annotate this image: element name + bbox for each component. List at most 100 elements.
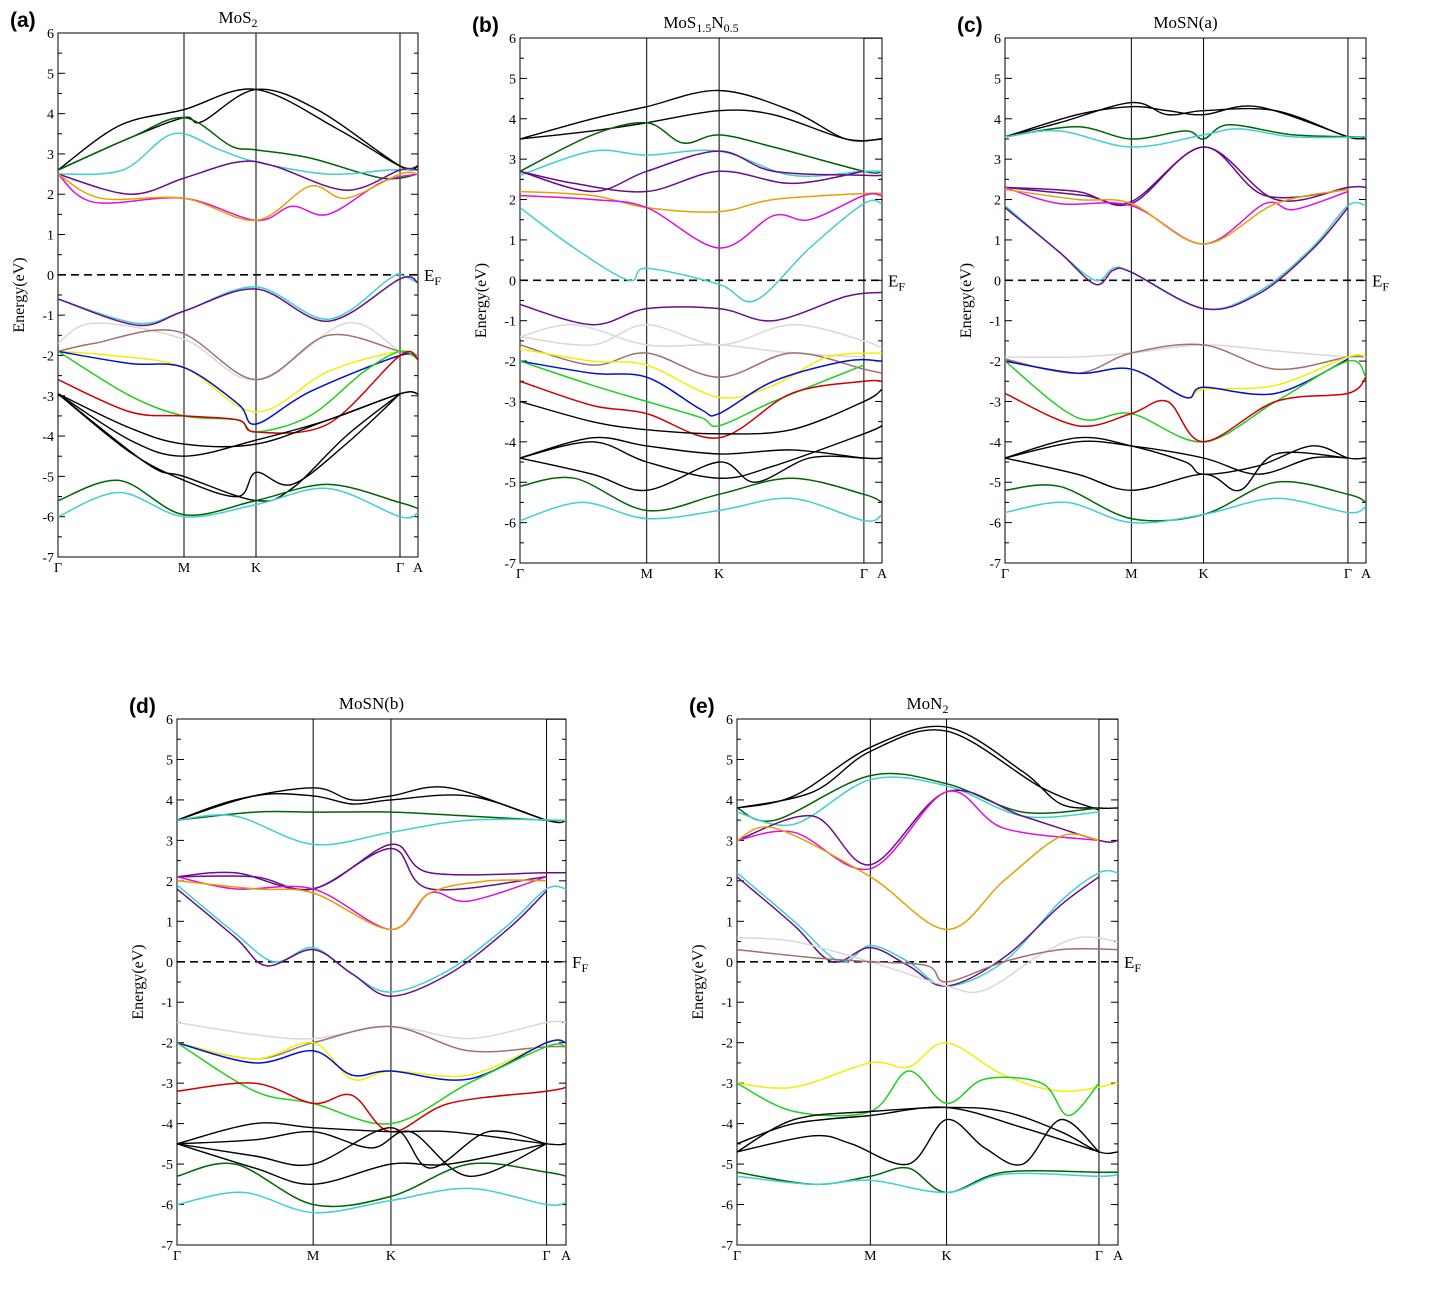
y-tick-label: -7 (161, 1239, 173, 1254)
k-point-label: A (561, 1249, 572, 1264)
band-line-brown (737, 947, 1118, 983)
band-line-brown (1005, 343, 1366, 374)
y-tick-label: -3 (989, 395, 1001, 410)
y-tick-label: -2 (504, 355, 516, 370)
panel-title: MoS1.5N0.5 (663, 13, 738, 35)
y-tick-label: 3 (726, 834, 733, 849)
k-point-label: Γ (733, 1249, 741, 1264)
y-tick-label: -5 (161, 1158, 173, 1173)
y-tick-label: -3 (721, 1077, 733, 1092)
band-line-lime (520, 360, 865, 428)
band-line-cyan (520, 497, 882, 522)
band-line-brown (520, 344, 882, 378)
bands (737, 719, 1118, 1194)
band-line-cyan (58, 487, 418, 519)
fermi-level-label: FF (572, 953, 588, 975)
band-line-cyan (177, 814, 566, 846)
panel-title: MoS2 (218, 8, 257, 30)
y-tick-label: -6 (721, 1199, 733, 1214)
y-tick-label: 2 (994, 194, 1001, 209)
k-point-label: K (714, 567, 724, 582)
y-axis-label: Energy(eV) (473, 263, 490, 338)
panel-label: (a) (10, 9, 36, 32)
band-line-blue (177, 1039, 566, 1081)
y-tick-label: 0 (47, 269, 54, 284)
band-line-cyan (1005, 497, 1366, 524)
band-line-black (177, 793, 547, 821)
band-line-cyan (58, 273, 418, 325)
y-tick-label: 2 (509, 194, 516, 209)
k-point-label: M (640, 567, 653, 582)
y-axis-label: Energy(eV) (690, 944, 707, 1019)
band-line-black (58, 393, 401, 498)
band-line-orange (520, 190, 882, 213)
band-line-black (1005, 105, 1349, 138)
band-line-green (1005, 480, 1366, 522)
y-tick-label: -6 (989, 517, 1001, 532)
k-point-label: A (1113, 1249, 1124, 1264)
band-line-black (177, 1126, 547, 1169)
y-tick-label: -4 (42, 430, 54, 445)
band-line-brown (58, 329, 418, 381)
band-line-magenta (1005, 186, 1349, 245)
band-line-black (177, 786, 566, 824)
panel-title: MoSN(a) (1153, 13, 1217, 32)
y-axis-label: Energy(eV) (958, 263, 975, 338)
band-line-red (520, 379, 882, 439)
k-point-label: Γ (54, 561, 62, 576)
band-line-black (1005, 451, 1349, 492)
y-tick-label: -4 (161, 1118, 173, 1133)
panel-d: (d) MoSN(b) 6 5 4 3 2 1 0 -1 -2 -3 -4 -5 -6 -7 Energy(eV… (129, 694, 588, 1264)
y-tick-label: 5 (509, 72, 516, 87)
band-line-cyan (177, 884, 566, 993)
panel-a: (a) MoS2 6 5 4 3 2 1 0 -1 -2 -3 -4 -5 -6 -7 Energy(eV) Γ M… (10, 8, 441, 576)
y-tick-label: 4 (47, 108, 54, 123)
band-line-lightgray (737, 936, 1118, 994)
plot-frame (176, 718, 567, 1246)
y-tick-label: 1 (166, 915, 173, 930)
y-tick-label: -2 (721, 1037, 733, 1052)
band-line-blue (1005, 358, 1349, 399)
y-tick-label: -1 (721, 996, 733, 1011)
panel-b: (b) MoS1.5N0.5 6 5 4 3 2 1 0 -1 -2 -3 -4 -5 -6 -7 Energy… (472, 13, 905, 582)
y-tick-label: -7 (42, 551, 54, 566)
band-line-green (737, 1166, 1118, 1194)
fermi-level-label: EF (1372, 271, 1389, 293)
panel-e: (e) MoN2 6 5 4 3 2 1 0 -1 -2 -3 -4 -5 -6 -7 Energy(eV) Γ M… (689, 694, 1141, 1264)
band-line-green (177, 1162, 566, 1208)
y-axis-label: Energy(eV) (130, 944, 147, 1019)
y-tick-label: -5 (989, 476, 1001, 491)
y-tick-label: 5 (994, 72, 1001, 87)
y-tick-label: 4 (726, 794, 733, 809)
band-line-red (177, 1082, 566, 1133)
y-tick-label: -1 (989, 315, 1001, 330)
y-tick-label: 6 (166, 713, 173, 728)
k-point-label: M (307, 1249, 320, 1264)
band-line-yellow (1005, 354, 1366, 399)
y-tick-label: -7 (504, 557, 516, 572)
y-tick-label: 6 (47, 27, 54, 42)
band-line-blue (58, 350, 418, 425)
band-line-purple (737, 789, 1118, 866)
band-line-purple (520, 150, 882, 193)
k-point-label: K (386, 1249, 396, 1264)
band-line-black (177, 1130, 547, 1177)
band-line-blue (520, 358, 882, 417)
band-line-cyan (737, 869, 1118, 987)
panel-c: (c) MoSN(a) 6 5 4 3 2 1 0 -1 -2 -3 -4 -5 -6 -7 Energy(eV… (957, 13, 1389, 582)
band-line-purple (58, 275, 418, 327)
k-point-label: Γ (173, 1249, 181, 1264)
k-point-label: A (413, 561, 424, 576)
y-tick-label: 1 (47, 229, 54, 244)
band-line-black (58, 88, 418, 171)
y-tick-label: 3 (166, 834, 173, 849)
y-tick-label: -5 (504, 476, 516, 491)
k-point-label: K (251, 561, 261, 576)
band-line-black (737, 1118, 1100, 1166)
band-line-red (58, 350, 418, 434)
band-line-purple (520, 170, 865, 193)
y-tick-label: -2 (161, 1037, 173, 1052)
band-line-orange (58, 171, 418, 222)
k-point-label: Γ (1344, 567, 1352, 582)
